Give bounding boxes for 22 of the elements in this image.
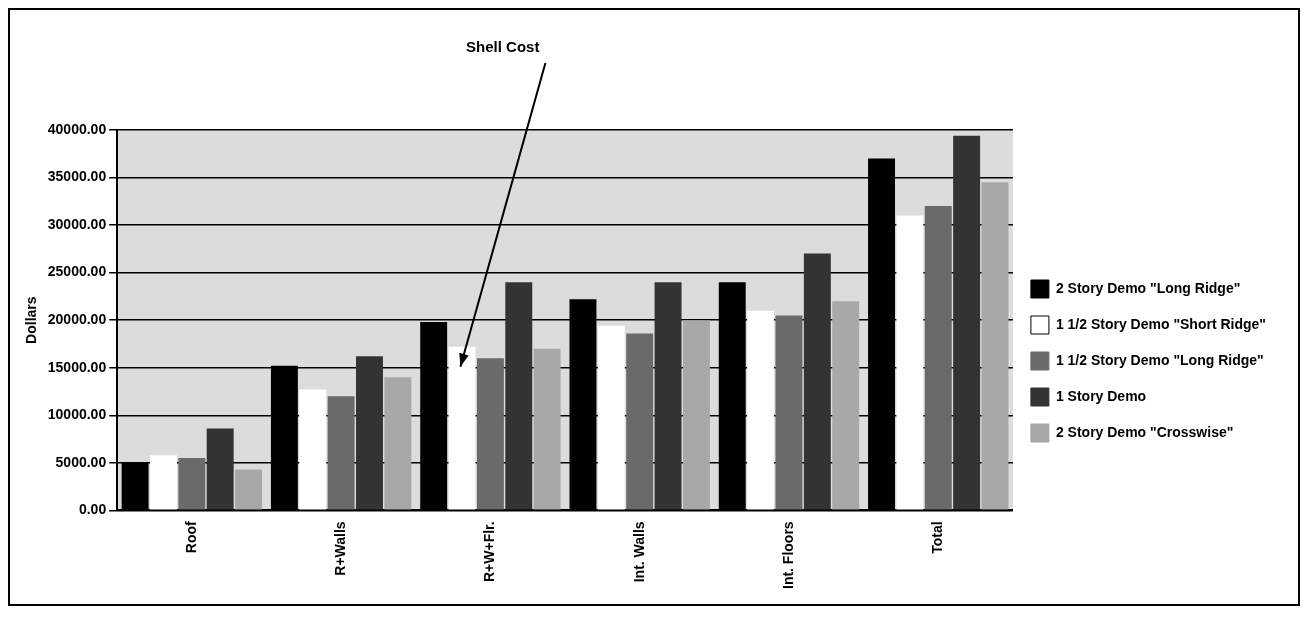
- text: Shell Cost: [466, 37, 540, 55]
- x-tick-label: Int. Walls: [630, 521, 647, 583]
- legend-label: 1 1/2 Story Demo "Short Ridge": [1055, 315, 1267, 332]
- y-tick-label: 40000.00: [47, 120, 107, 137]
- y-tick-label: 30000.00: [47, 215, 107, 232]
- x-tick-label: Total: [929, 521, 946, 554]
- y-tick-label: 10000.00: [47, 406, 107, 423]
- y-axis-title: Dollars: [23, 296, 40, 344]
- y-tick-label: 20000.00: [47, 311, 107, 328]
- y-tick-label: 35000.00: [47, 168, 107, 185]
- y-tick-label: 5000.00: [55, 453, 107, 470]
- legend-label: 1 Story Demo: [1055, 387, 1147, 404]
- legend-label: 2 Story Demo "Long Ridge": [1055, 279, 1241, 296]
- x-tick-label: R+W+Flr.: [481, 521, 498, 583]
- legend-label: 1 1/2 Story Demo "Long Ridge": [1055, 351, 1264, 368]
- y-tick-label: 15000.00: [47, 358, 107, 375]
- x-tick-label: Int. Floors: [779, 521, 796, 590]
- y-tick-label: 0.00: [78, 501, 107, 518]
- legend-label: 2 Story Demo "Crosswise": [1055, 423, 1234, 440]
- x-tick-label: Roof: [182, 521, 199, 554]
- x-tick-label: R+Walls: [331, 521, 348, 576]
- y-tick-label: 25000.00: [47, 263, 107, 280]
